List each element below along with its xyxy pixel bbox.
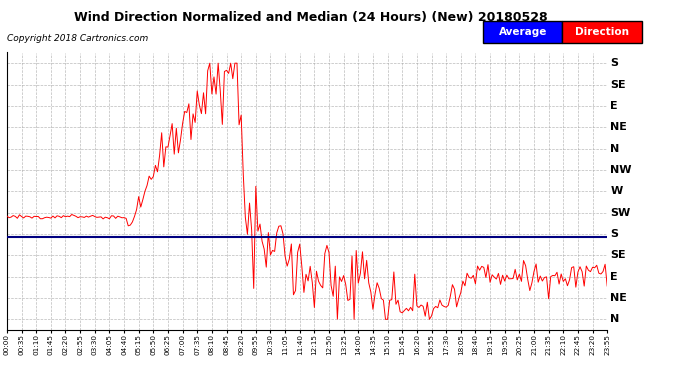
Text: Average: Average (498, 27, 547, 37)
Text: NE: NE (610, 122, 627, 132)
Text: SW: SW (610, 208, 631, 218)
Text: S: S (610, 58, 618, 68)
Text: NE: NE (610, 293, 627, 303)
Text: N: N (610, 314, 620, 324)
Text: E: E (610, 101, 618, 111)
Text: SE: SE (610, 80, 626, 90)
Text: Wind Direction Normalized and Median (24 Hours) (New) 20180528: Wind Direction Normalized and Median (24… (74, 11, 547, 24)
Text: E: E (610, 272, 618, 282)
Text: NW: NW (610, 165, 632, 175)
Text: S: S (610, 229, 618, 239)
Text: Direction: Direction (575, 27, 629, 37)
Text: W: W (610, 186, 622, 196)
Text: Copyright 2018 Cartronics.com: Copyright 2018 Cartronics.com (7, 34, 148, 43)
Text: N: N (610, 144, 620, 153)
Text: SE: SE (610, 250, 626, 260)
